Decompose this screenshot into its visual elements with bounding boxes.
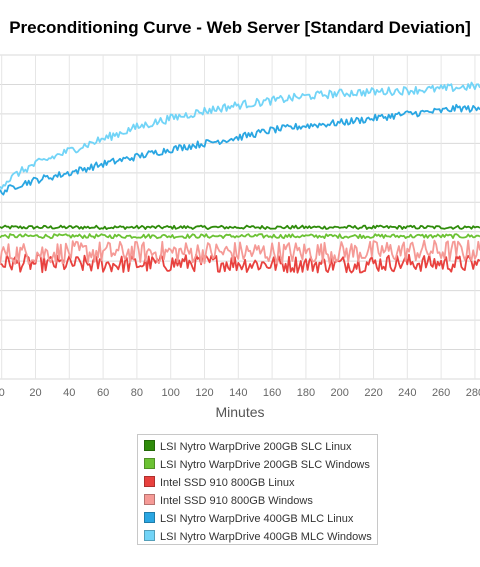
x-tick-label: 280	[466, 387, 480, 399]
legend-item: LSI Nytro WarpDrive 400GB MLC Windows	[144, 528, 372, 546]
x-tick-label: 80	[131, 387, 143, 399]
legend-item: LSI Nytro WarpDrive 200GB SLC Windows	[144, 456, 370, 474]
grid-lines	[0, 54, 480, 380]
plot-area: 0 20 40 60 80 100 120 140 160 180 200 220 240 260 280	[0, 54, 480, 399]
legend-label: LSI Nytro WarpDrive 200GB SLC Linux	[160, 441, 352, 453]
legend-label: Intel SSD 910 800GB Windows	[160, 495, 313, 507]
x-tick-label: 0	[0, 387, 5, 399]
series-lines	[0, 81, 480, 274]
x-axis-label: Minutes	[215, 404, 265, 420]
legend-label: LSI Nytro WarpDrive 400GB MLC Windows	[160, 531, 372, 543]
x-tick-labels: 0 20 40 60 80 100 120 140 160 180 200 220 240 260 280	[0, 387, 480, 399]
series-line-6	[0, 81, 480, 190]
x-tick-label: 240	[398, 387, 416, 399]
x-tick-label: 100	[162, 387, 180, 399]
legend-item: Intel SSD 910 800GB Linux	[144, 474, 295, 492]
legend: LSI Nytro WarpDrive 200GB SLC Linux LSI N…	[137, 434, 378, 545]
legend-label: Intel SSD 910 800GB Linux	[160, 477, 295, 489]
x-tick-label: 220	[364, 387, 382, 399]
series-line-5	[0, 103, 480, 196]
legend-swatch	[144, 458, 155, 469]
legend-swatch	[144, 512, 155, 523]
legend-item: LSI Nytro WarpDrive 400GB MLC Linux	[144, 510, 353, 528]
legend-item: Intel SSD 910 800GB Windows	[144, 492, 313, 510]
legend-swatch	[144, 440, 155, 451]
series-line-1	[0, 224, 480, 231]
legend-swatch	[144, 476, 155, 487]
chart-title: Preconditioning Curve - Web Server [Stan…	[9, 18, 471, 37]
legend-swatch	[144, 530, 155, 541]
x-tick-label: 160	[263, 387, 281, 399]
x-tick-label: 180	[297, 387, 315, 399]
x-tick-label: 120	[195, 387, 213, 399]
legend-swatch	[144, 494, 155, 505]
x-tick-label: 40	[63, 387, 75, 399]
series-line-2	[0, 233, 480, 240]
x-tick-label: 20	[29, 387, 41, 399]
x-tick-label: 140	[229, 387, 247, 399]
x-tick-label: 200	[331, 387, 349, 399]
legend-item: LSI Nytro WarpDrive 200GB SLC Linux	[144, 438, 352, 456]
legend-label: LSI Nytro WarpDrive 400GB MLC Linux	[160, 513, 354, 525]
legend-label: LSI Nytro WarpDrive 200GB SLC Windows	[160, 459, 370, 471]
x-tick-label: 260	[432, 387, 450, 399]
x-tick-label: 60	[97, 387, 109, 399]
series-line-3	[0, 253, 480, 274]
series-line-4	[0, 239, 480, 265]
